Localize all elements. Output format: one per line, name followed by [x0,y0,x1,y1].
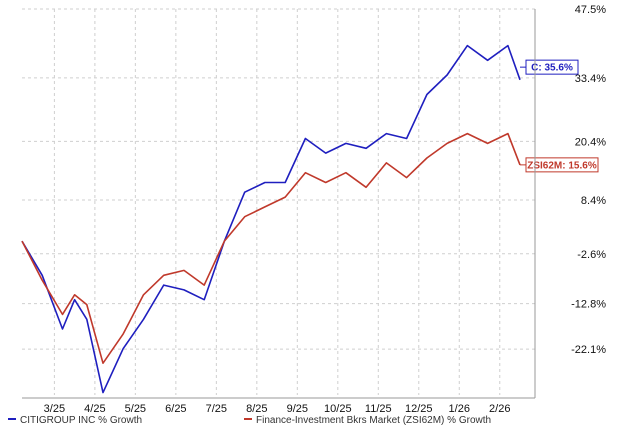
x-tick-label: 2/26 [489,403,510,415]
grid [22,8,535,395]
series-line-citigroup [21,44,521,394]
annotation-label: ZSI62M: 15.6% [527,160,597,171]
series-line-zsi62m [21,132,521,365]
legend: CITIGROUP INC % Growth Finance-Investment… [8,415,491,426]
annotation-box [525,157,599,173]
annotation-layer: C: 35.6% ZSI62M: 15.6% [520,59,599,173]
x-tick-label: 7/25 [206,403,227,415]
legend-label: Finance-Investment Bkrs Market (ZSI62M) … [256,415,491,426]
x-tick-label: 12/25 [405,403,433,415]
y-tick-label: 47.5% [575,4,606,16]
y-tick-label: 33.4% [575,73,606,85]
annotation-box [525,59,579,75]
annotation-label: C: 35.6% [531,63,573,74]
x-tick-label: 10/25 [324,403,352,415]
series-layer [21,44,521,394]
y-tick-label: -2.6% [577,249,606,261]
y-tick-label: 8.4% [581,195,606,207]
x-tick-label: 4/25 [84,403,105,415]
axes: 47.5% 33.4% 20.4% 8.4% -2.6% -12.8% -22.1% 3/25… [22,4,606,415]
legend-label: CITIGROUP INC % Growth [20,415,142,426]
x-tick-label: 6/25 [165,403,186,415]
y-tick-label: 20.4% [575,136,606,148]
x-tick-label: 3/25 [44,403,65,415]
y-tick-label: -12.8% [571,299,606,311]
x-tick-label: 9/25 [287,403,308,415]
x-tick-label: 1/26 [449,403,470,415]
y-tick-label: -22.1% [571,344,606,356]
x-tick-label: 5/25 [125,403,146,415]
x-tick-label: 11/25 [365,403,392,415]
x-tick-label: 8/25 [246,403,267,415]
